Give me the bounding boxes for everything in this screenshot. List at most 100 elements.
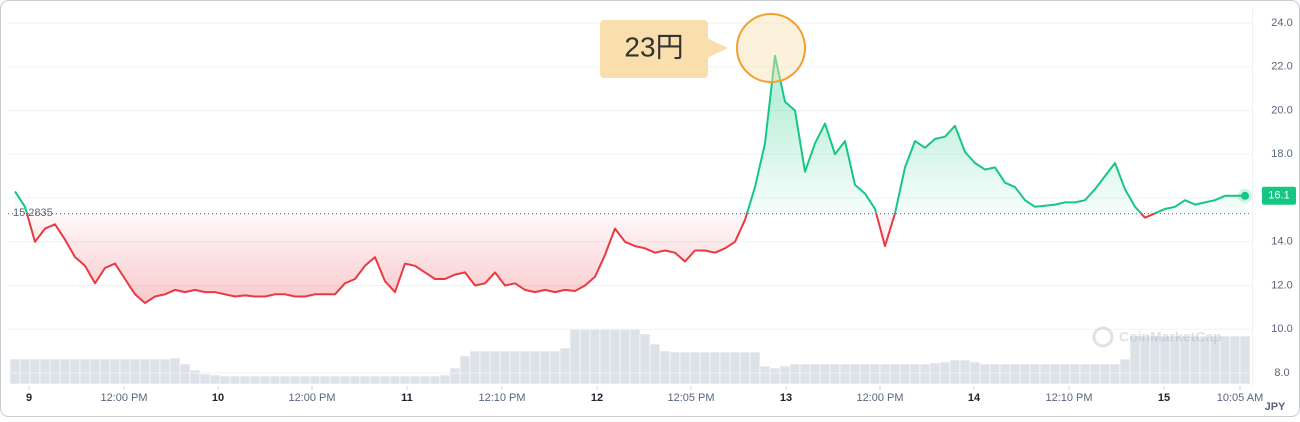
volume-bar <box>579 328 591 385</box>
y-tick-label: 24.0 <box>1271 17 1292 29</box>
volume-bar <box>349 375 361 385</box>
volume-bar <box>59 358 71 385</box>
volume-bar <box>809 363 821 385</box>
volume-bar <box>329 375 341 385</box>
volume-bar <box>129 358 141 385</box>
x-tick-label: 10 <box>212 392 224 404</box>
volume-bar <box>549 350 561 385</box>
volume-bar <box>779 365 791 385</box>
volume-bar <box>769 367 781 385</box>
volume-bar <box>489 350 501 385</box>
volume-bar <box>959 359 971 385</box>
x-tick-label: 9 <box>26 392 32 404</box>
volume-bar <box>569 328 581 385</box>
volume-bar <box>39 358 51 385</box>
y-tick-label: 18.0 <box>1271 148 1292 160</box>
volume-bar <box>1029 363 1041 385</box>
volume-bar <box>899 363 911 385</box>
baseline-label: 15.2835 <box>13 207 53 219</box>
volume-bar <box>179 363 191 385</box>
volume-bar <box>659 350 671 385</box>
volume-bar <box>989 363 1001 385</box>
volume-bar <box>539 350 551 385</box>
volume-bar <box>889 363 901 385</box>
volume-bar <box>149 358 161 385</box>
volume-bar <box>1059 363 1071 385</box>
x-tick-label: 12:05 PM <box>667 392 714 404</box>
x-tick-label: 14 <box>968 392 981 404</box>
x-tick-label: 12:00 PM <box>288 392 335 404</box>
volume-bar <box>29 358 41 385</box>
volume-bar <box>1109 363 1121 385</box>
volume-bar <box>429 375 441 385</box>
volume-bar <box>1069 363 1081 385</box>
volume-bar <box>1229 335 1241 385</box>
volume-bar <box>249 375 261 385</box>
volume-bar <box>1239 335 1251 385</box>
x-tick-label: 12:00 PM <box>856 392 903 404</box>
volume-bar <box>529 350 541 385</box>
volume-bar <box>259 375 271 385</box>
watermark-logo <box>1092 326 1114 348</box>
watermark: CoinMarketCap <box>1092 326 1222 348</box>
price-area <box>15 55 1245 303</box>
last-price-dot <box>1241 191 1249 200</box>
last-price-label: 16.1 <box>1268 190 1289 202</box>
x-tick-label: 11 <box>401 392 413 404</box>
volume-bar <box>509 350 521 385</box>
axes: 8.010.012.014.016.018.020.022.024.0912:0… <box>26 8 1296 404</box>
volume-bar <box>319 375 331 385</box>
volume-bar <box>209 374 221 385</box>
volume-bar <box>479 350 491 385</box>
y-tick-label: 14.0 <box>1271 236 1292 248</box>
volume-bar <box>1039 363 1051 385</box>
volume-bar <box>69 358 81 385</box>
volume-bar <box>309 375 321 385</box>
volume-bar <box>9 358 21 385</box>
volume-bar <box>339 375 351 385</box>
watermark-text: CoinMarketCap <box>1119 329 1222 345</box>
volume-bar <box>379 375 391 385</box>
volume-bar <box>169 357 181 385</box>
annotation-circle <box>736 13 806 83</box>
volume-bar <box>109 358 121 385</box>
volume-bar <box>119 358 131 385</box>
volume-bar <box>1099 363 1111 385</box>
volume-bar <box>469 350 481 385</box>
volume-bar <box>519 350 531 385</box>
plot: CoinMarketCap 15.2835 23円 8.0 10.0 12.0 14.… <box>8 8 1296 413</box>
volume-bar <box>729 351 741 385</box>
volume-bar <box>409 375 421 385</box>
volume-bar <box>639 333 651 385</box>
volume-bar <box>819 363 831 385</box>
volume-bar <box>829 363 841 385</box>
volume-bar <box>709 351 721 385</box>
volume-bar <box>749 351 761 385</box>
volume-bar <box>589 328 601 385</box>
volume-bar <box>499 350 511 385</box>
volume-bar <box>279 375 291 385</box>
volume-bar <box>229 375 241 385</box>
volume-bar <box>789 363 801 385</box>
x-tick-label: 12:10 PM <box>1045 392 1092 404</box>
currency-label: JPY <box>1265 401 1286 413</box>
volume-bar <box>99 358 111 385</box>
volume-bar <box>19 358 31 385</box>
volume-bar <box>869 363 881 385</box>
volume-bar <box>299 375 311 385</box>
volume-bar <box>679 351 691 385</box>
volume-bar <box>669 351 681 385</box>
volume-bar <box>599 328 611 385</box>
volume-bar <box>999 363 1011 385</box>
volume-bar <box>219 375 231 385</box>
volume-bar <box>369 375 381 385</box>
volume-bar <box>699 351 711 385</box>
y-tick-label: 12.0 <box>1271 279 1292 291</box>
x-tick-label: 12:00 PM <box>100 392 147 404</box>
y-tick-label: 22.0 <box>1271 61 1292 73</box>
annotation: 23円 <box>600 13 806 83</box>
volume-bar <box>459 355 471 385</box>
volume-bar <box>1079 363 1091 385</box>
y-tick-label: 10.0 <box>1271 323 1292 335</box>
volume-bar <box>89 358 101 385</box>
